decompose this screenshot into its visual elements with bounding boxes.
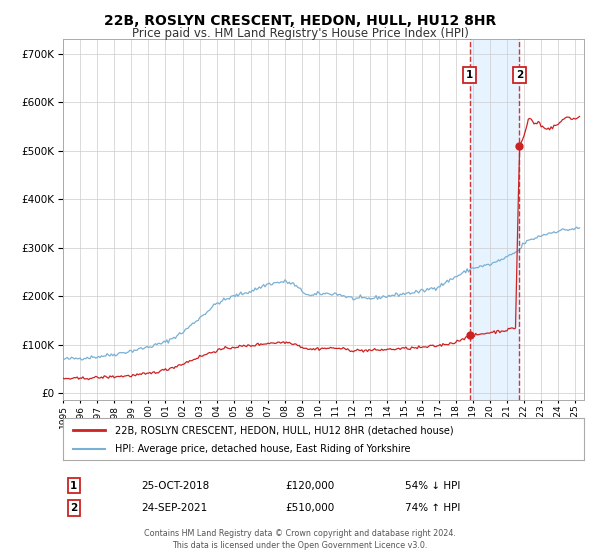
Text: 22B, ROSLYN CRESCENT, HEDON, HULL, HU12 8HR (detached house): 22B, ROSLYN CRESCENT, HEDON, HULL, HU12 … <box>115 425 454 435</box>
Text: 1: 1 <box>70 480 77 491</box>
Text: £510,000: £510,000 <box>285 503 334 513</box>
Text: £120,000: £120,000 <box>285 480 334 491</box>
Text: 2: 2 <box>70 503 77 513</box>
Text: Contains HM Land Registry data © Crown copyright and database right 2024.: Contains HM Land Registry data © Crown c… <box>144 529 456 538</box>
Text: 1: 1 <box>466 69 473 80</box>
Bar <box>470 39 520 400</box>
Text: This data is licensed under the Open Government Licence v3.0.: This data is licensed under the Open Gov… <box>172 542 428 550</box>
Text: 22B, ROSLYN CRESCENT, HEDON, HULL, HU12 8HR: 22B, ROSLYN CRESCENT, HEDON, HULL, HU12 … <box>104 14 496 28</box>
Text: 2: 2 <box>516 69 523 80</box>
Text: 74% ↑ HPI: 74% ↑ HPI <box>405 503 460 513</box>
Text: Price paid vs. HM Land Registry's House Price Index (HPI): Price paid vs. HM Land Registry's House … <box>131 27 469 40</box>
Text: 24-SEP-2021: 24-SEP-2021 <box>141 503 207 513</box>
Text: 54% ↓ HPI: 54% ↓ HPI <box>405 480 460 491</box>
Text: HPI: Average price, detached house, East Riding of Yorkshire: HPI: Average price, detached house, East… <box>115 444 410 454</box>
Text: 25-OCT-2018: 25-OCT-2018 <box>141 480 209 491</box>
